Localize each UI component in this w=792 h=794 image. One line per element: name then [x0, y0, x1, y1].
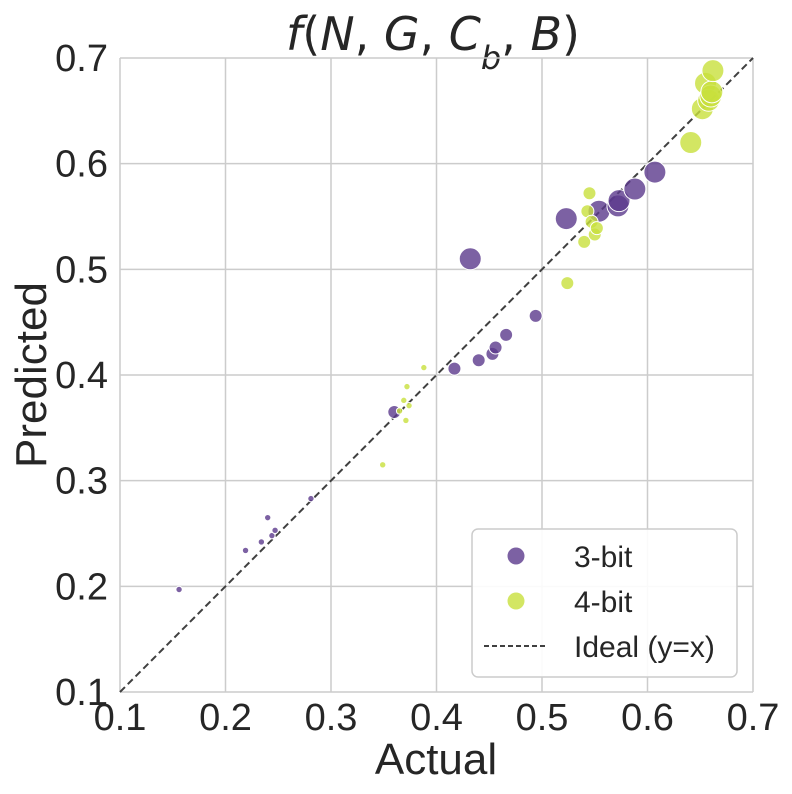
data-point-3-bit-1 — [241, 546, 250, 555]
tick-labels: 0.1 0.2 0.3 0.4 0.5 0.6 0.7 0.1 0.2 0.3 0.4 0.5 0.6 0… — [55, 38, 779, 739]
data-point-3-bit-14 — [458, 247, 482, 271]
y-tick-label-3: 0.4 — [55, 355, 108, 397]
x-tick-label-2: 0.3 — [305, 697, 358, 739]
data-point-3-bit-0 — [175, 585, 183, 594]
data-point-3-bit-11 — [488, 340, 503, 355]
data-point-3-bit-19 — [623, 177, 647, 201]
data-point-4-bit-10 — [582, 186, 597, 201]
ideal-line-layer — [119, 57, 754, 693]
data-point-4-bit-14 — [679, 131, 703, 155]
y-axis-label: Predicted — [7, 282, 56, 468]
data-point-4-bit-20 — [701, 59, 725, 83]
data-point-4-bit-1 — [395, 407, 404, 415]
y-tick-label-5: 0.6 — [55, 144, 108, 186]
ideal-line — [119, 57, 754, 693]
data-point-3-bit-5 — [271, 526, 279, 535]
x-tick-label-5: 0.6 — [621, 697, 674, 739]
data-point-4-bit-0 — [378, 461, 387, 469]
data-point-4-bit-7 — [560, 276, 575, 291]
y-tick-label-1: 0.2 — [55, 566, 108, 608]
data-point-3-bit-18 — [607, 189, 631, 213]
data-point-3-bit-2 — [257, 538, 266, 546]
data-point-3-bit-8 — [447, 361, 462, 376]
legend-box — [471, 528, 738, 678]
y-tick-label-6: 0.7 — [55, 38, 108, 80]
data-point-3-bit-9 — [471, 353, 486, 368]
data-points — [175, 59, 725, 594]
legend-marker-4bit — [507, 592, 525, 610]
x-axis-label: Actual — [375, 735, 497, 784]
x-tick-label-1: 0.2 — [199, 697, 252, 739]
data-point-3-bit-15 — [554, 207, 578, 231]
data-point-4-bit-19 — [700, 80, 724, 104]
legend-label-4bit: 4-bit — [574, 586, 633, 619]
legend-label-ideal: Ideal (y=x) — [574, 631, 715, 664]
y-tick-label-2: 0.3 — [55, 461, 108, 503]
data-point-3-bit-3 — [264, 513, 272, 522]
data-point-3-bit-13 — [528, 308, 543, 323]
data-point-3-bit-4 — [268, 531, 276, 540]
data-point-3-bit-20 — [643, 160, 667, 184]
data-point-4-bit-2 — [400, 396, 408, 405]
x-tick-label-4: 0.5 — [516, 697, 569, 739]
y-tick-label-4: 0.5 — [55, 249, 108, 291]
data-point-4-bit-8 — [577, 234, 592, 249]
chart-title: f(N, G, Cb, B) — [286, 7, 580, 77]
data-point-4-bit-4 — [403, 382, 411, 391]
data-point-4-bit-6 — [420, 363, 428, 372]
x-tick-label-3: 0.4 — [410, 697, 463, 739]
data-point-3-bit-6 — [307, 494, 315, 503]
y-tick-label-0: 0.1 — [55, 672, 108, 714]
x-tick-label-6: 0.7 — [727, 697, 780, 739]
data-point-3-bit-12 — [499, 327, 514, 342]
legend-label-3bit: 3-bit — [574, 541, 633, 574]
data-point-4-bit-3 — [402, 416, 410, 425]
legend-marker-3bit — [507, 547, 525, 565]
legend: 3-bit 4-bit Ideal (y=x) — [471, 528, 738, 678]
x-tick-label-0: 0.1 — [94, 697, 147, 739]
data-point-4-bit-5 — [405, 401, 413, 410]
data-point-4-bit-13 — [589, 221, 604, 236]
